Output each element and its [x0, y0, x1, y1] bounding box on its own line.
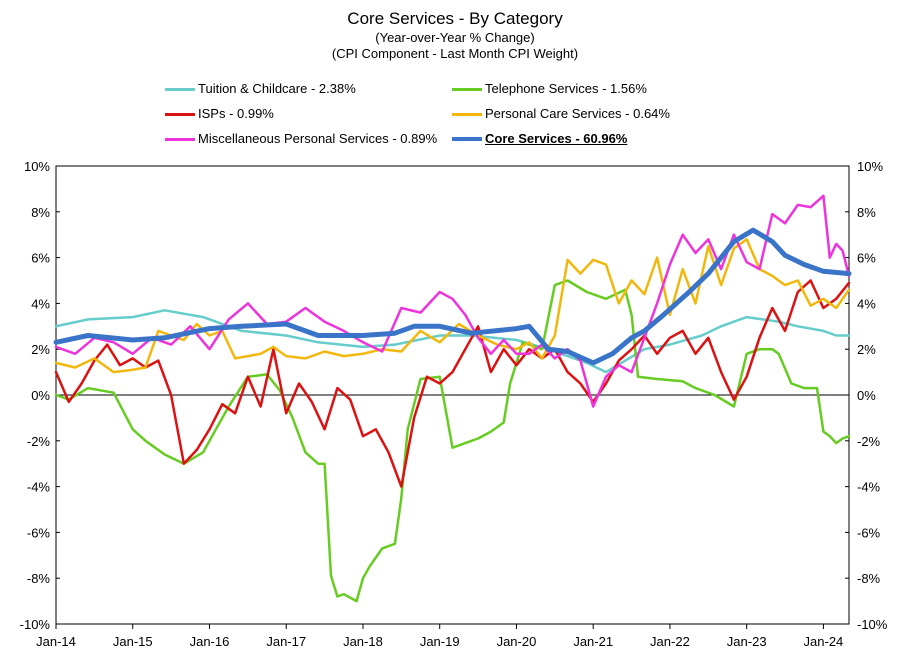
- y-tick-label-right: -6%: [857, 525, 881, 540]
- legend-swatch: [452, 137, 482, 141]
- y-tick-label-right: 4%: [857, 296, 876, 311]
- series-line-5: [53, 227, 852, 366]
- legend-label: Tuition & Childcare - 2.38%: [198, 81, 356, 96]
- x-tick-label: Jan-20: [497, 634, 537, 649]
- x-tick-label: Jan-17: [266, 634, 306, 649]
- y-tick-label-left: 0%: [31, 388, 50, 403]
- legend-label: ISPs - 0.99%: [198, 106, 274, 121]
- y-tick-label-left: -8%: [27, 571, 51, 586]
- x-tick-label: Jan-19: [420, 634, 460, 649]
- y-tick-label-left: -4%: [27, 480, 51, 495]
- x-tick-label: Jan-16: [190, 634, 230, 649]
- x-tick-label: Jan-15: [113, 634, 153, 649]
- y-tick-label-left: -2%: [27, 434, 51, 449]
- legend-label: Telephone Services - 1.56%: [485, 81, 647, 96]
- y-tick-label-right: 6%: [857, 251, 876, 266]
- legend-label: Miscellaneous Personal Services - 0.89%: [198, 131, 438, 146]
- y-tick-label-left: 10%: [24, 159, 50, 174]
- series-line-2: [54, 279, 851, 488]
- y-tick-label-left: -6%: [27, 525, 51, 540]
- chart-subtitle-2: (CPI Component - Last Month CPI Weight): [331, 46, 579, 61]
- legend-label: Core Services - 60.96%: [485, 131, 628, 146]
- x-tick-label: Jan-18: [343, 634, 383, 649]
- y-tick-label-right: -2%: [857, 434, 881, 449]
- y-tick-label-right: -4%: [857, 480, 881, 495]
- legend-label: Personal Care Services - 0.64%: [485, 106, 670, 121]
- y-tick-label-left: 8%: [31, 205, 50, 220]
- legend-swatch: [452, 88, 482, 91]
- chart-subtitle-1: (Year-over-Year % Change): [375, 30, 535, 45]
- legend-swatch: [165, 88, 195, 91]
- y-tick-label-right: 10%: [857, 159, 883, 174]
- y-tick-label-left: 4%: [31, 296, 50, 311]
- series-line-4: [54, 194, 851, 408]
- legend-swatch: [452, 113, 482, 116]
- series-line-3: [54, 238, 851, 374]
- y-tick-label-right: 8%: [857, 205, 876, 220]
- y-tick-label-right: 2%: [857, 342, 876, 357]
- chart-title: Core Services - By Category: [347, 9, 563, 28]
- y-tick-label-left: 2%: [31, 342, 50, 357]
- y-tick-label-left: 6%: [31, 251, 50, 266]
- x-tick-label: Jan-23: [727, 634, 767, 649]
- legend: Tuition & Childcare - 2.38% Telephone Se…: [0, 76, 910, 156]
- legend-swatch: [165, 138, 195, 141]
- y-tick-label-right: -10%: [857, 617, 888, 632]
- x-tick-label: Jan-21: [573, 634, 613, 649]
- legend-swatch: [165, 113, 195, 116]
- x-tick-label: Jan-14: [36, 634, 76, 649]
- x-tick-label: Jan-24: [804, 634, 844, 649]
- y-tick-label-right: 0%: [857, 388, 876, 403]
- title-block: Core Services - By Category (Year-over-Y…: [0, 8, 910, 62]
- series-line-1: [54, 279, 851, 603]
- x-tick-label: Jan-22: [650, 634, 690, 649]
- y-tick-label-right: -8%: [857, 571, 881, 586]
- y-tick-label-left: -10%: [20, 617, 51, 632]
